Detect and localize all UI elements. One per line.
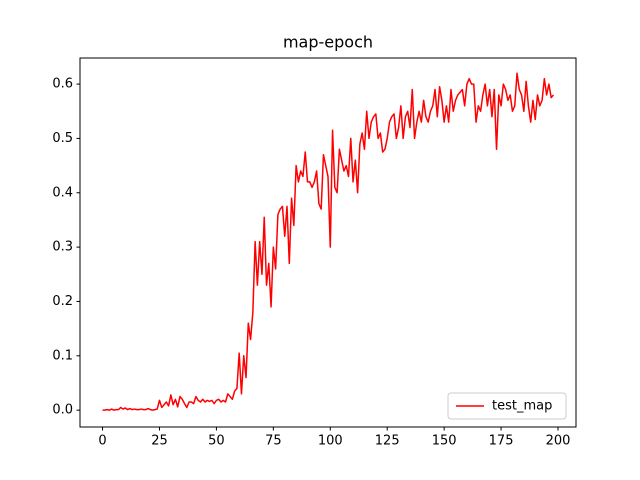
x-tick-label: 175: [489, 434, 514, 449]
y-tick-label: 0.0: [52, 403, 73, 418]
x-tick-label: 125: [375, 434, 400, 449]
y-tick-label: 0.5: [52, 131, 73, 146]
x-tick-label: 25: [151, 434, 168, 449]
chart-title: map-epoch: [283, 33, 373, 52]
x-tick-label: 150: [432, 434, 457, 449]
legend-box: [447, 392, 567, 420]
y-tick-label: 0.6: [52, 77, 73, 92]
y-tick-label: 0.1: [52, 348, 73, 363]
y-tick-label: 0.2: [52, 294, 73, 309]
x-tick-label: 100: [318, 434, 343, 449]
x-tick-label: 75: [265, 434, 282, 449]
axes-frame: [79, 57, 577, 428]
y-tick-label: 0.3: [52, 240, 73, 255]
x-tick-label: 200: [546, 434, 571, 449]
x-tick-label: 50: [208, 434, 225, 449]
legend-label: test_map: [492, 399, 552, 414]
data-line: [102, 72, 555, 411]
x-tick-label: 0: [98, 434, 106, 449]
y-tick-label: 0.4: [52, 185, 73, 200]
